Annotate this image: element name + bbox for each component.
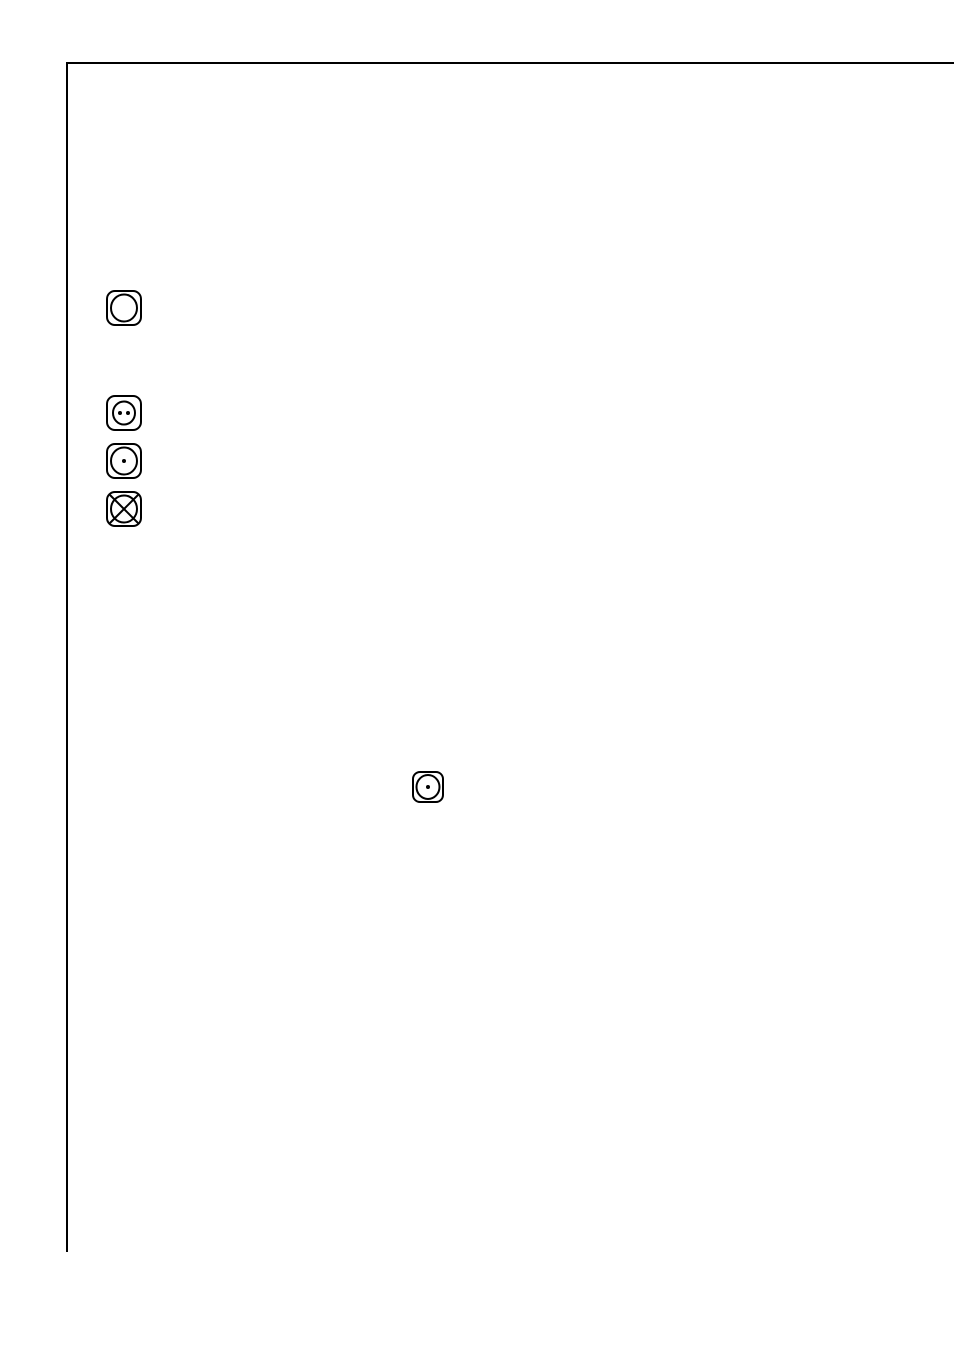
frame-left-rule <box>66 62 68 1252</box>
one-dot-circle-in-square-mid-icon <box>412 771 444 803</box>
two-dot-circle-in-square-icon <box>106 395 142 431</box>
document-page <box>0 0 954 1352</box>
cross-circle-in-square-icon <box>106 491 142 527</box>
frame-top-rule <box>66 62 954 64</box>
circle-in-square-icon <box>106 290 142 326</box>
one-dot-circle-in-square-side-icon <box>106 443 142 479</box>
